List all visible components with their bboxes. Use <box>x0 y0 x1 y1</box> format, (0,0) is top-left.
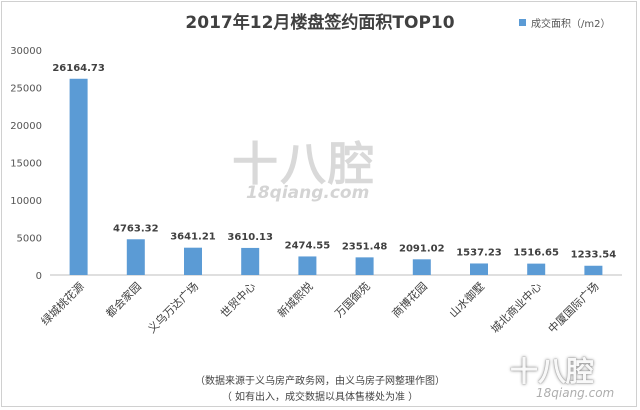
bar <box>69 78 88 275</box>
bar <box>298 256 317 275</box>
axis-layer: 0 5000 10000 15000 20000 25000 30000 <box>10 46 622 282</box>
y-tick-label: 30000 <box>10 46 42 57</box>
y-tick-label: 15000 <box>10 159 42 170</box>
y-tick-label: 5000 <box>17 234 42 245</box>
watermark-corner-main: 十八腔 <box>510 355 595 388</box>
data-label: 26164.73 <box>52 63 105 74</box>
watermark-main: 十八腔 <box>232 137 376 191</box>
x-tick-label: 新城熙悦 <box>275 279 316 320</box>
bar <box>527 263 546 275</box>
x-tick-label: 都会家园 <box>103 279 144 320</box>
bar <box>355 257 374 275</box>
x-tick-label: 中厦国际广场 <box>545 279 602 336</box>
bar <box>470 263 488 275</box>
x-tick-label: 城北商业中心 <box>488 279 545 336</box>
bar <box>126 239 145 275</box>
x-tick-label: 商博花园 <box>389 279 430 320</box>
y-tick-label: 10000 <box>10 196 42 207</box>
data-label: 4763.32 <box>113 223 159 234</box>
bar <box>184 247 202 275</box>
data-label: 2091.02 <box>399 243 445 254</box>
x-tick-label: 万国御苑 <box>332 279 373 320</box>
legend-swatch <box>519 19 526 26</box>
chart-title: 2017年12月楼盘签约面积TOP10 <box>185 13 455 33</box>
data-label: 2351.48 <box>342 241 388 252</box>
data-label: 1537.23 <box>456 247 502 258</box>
bar <box>584 265 603 275</box>
data-label: 1233.54 <box>571 250 617 261</box>
x-tick-label: 绿城桃花源 <box>38 279 87 328</box>
y-tick-label: 0 <box>36 271 42 282</box>
watermark-corner-sub: 18qiang.com <box>536 386 615 400</box>
y-tick-label: 20000 <box>10 121 42 132</box>
x-tick-label: 山水御墅 <box>446 279 487 320</box>
watermark-sub: 18qiang.com <box>246 183 370 203</box>
x-tick-label: 义乌万达广场 <box>145 279 202 336</box>
legend: 成交面积（/m2） <box>519 15 610 30</box>
y-tick-label: 25000 <box>10 84 42 95</box>
legend-label: 成交面积（/m2） <box>531 19 611 30</box>
data-label: 3610.13 <box>227 232 273 243</box>
data-label: 3641.21 <box>170 232 216 243</box>
data-label: 1516.65 <box>513 248 559 259</box>
bar <box>412 259 431 275</box>
bar-layer <box>69 78 603 275</box>
data-label: 2474.55 <box>285 240 331 251</box>
bar <box>241 247 260 275</box>
disclaimer-note: （ 如有出入，成交数据以具体售楼处为准 ） <box>221 392 419 403</box>
source-note: （数据来源于义乌房产政务网，由义乌房子网整理作图） <box>195 376 445 387</box>
x-tick-label: 世贸中心 <box>218 280 258 320</box>
